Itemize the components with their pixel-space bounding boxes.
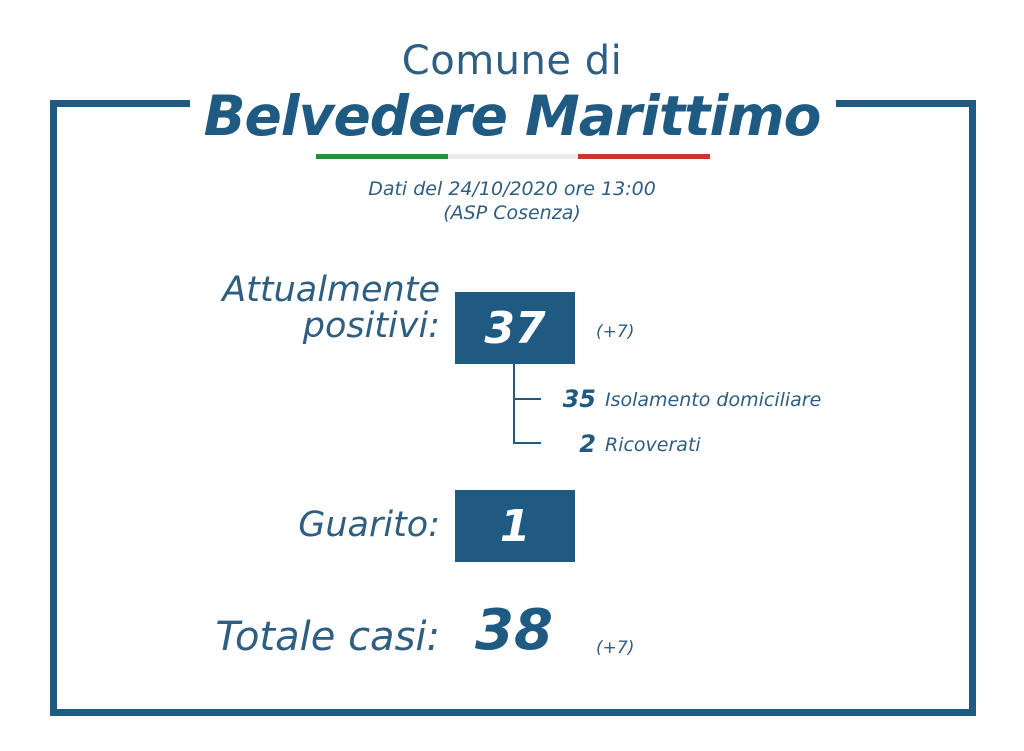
- recovered-value-box: 1: [455, 490, 575, 562]
- title-comune-di: Comune di: [401, 38, 623, 84]
- source-line: (ASP Cosenza): [443, 202, 581, 224]
- total-label: Totale casi:: [215, 614, 440, 660]
- total-delta: (+7): [596, 638, 635, 658]
- positives-label-line2: positivi:: [302, 306, 440, 346]
- recovered-label: Guarito:: [298, 505, 440, 545]
- flag-white-stripe: [448, 154, 578, 159]
- flag-green-stripe: [316, 154, 448, 159]
- frame-left: [50, 100, 57, 716]
- recovered-value: 1: [499, 500, 531, 552]
- home-isolation-value: 35: [562, 385, 596, 413]
- positives-delta: (+7): [596, 322, 635, 342]
- positives-value-box: 37: [455, 292, 575, 364]
- positives-value: 37: [484, 302, 546, 354]
- breakdown-branch-2: [513, 442, 541, 444]
- positives-label-line1: Attualmente: [222, 270, 440, 310]
- frame-bottom: [50, 709, 976, 716]
- frame-top-right: [836, 100, 976, 107]
- title-town-name: Belvedere Marittimo: [203, 84, 822, 148]
- breakdown-branch-1: [513, 398, 541, 400]
- flag-red-stripe: [578, 154, 710, 159]
- frame-right: [969, 100, 976, 716]
- date-line: Dati del 24/10/2020 ore 13:00: [368, 178, 656, 200]
- hospitalized-value: 2: [579, 430, 596, 458]
- home-isolation-label: Isolamento domiciliare: [605, 389, 822, 411]
- total-value: 38: [475, 598, 553, 663]
- breakdown-vertical-line: [513, 364, 515, 444]
- frame-top-left: [50, 100, 190, 107]
- hospitalized-label: Ricoverati: [605, 434, 701, 456]
